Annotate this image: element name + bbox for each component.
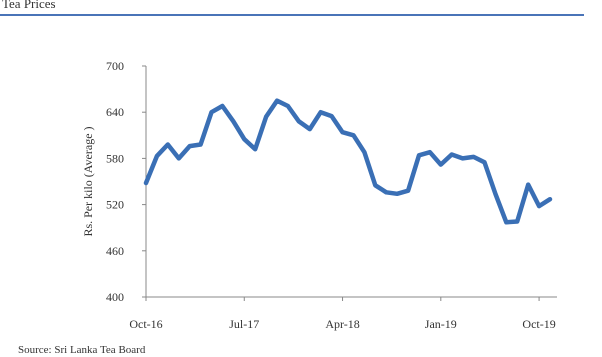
- x-tick-label: Oct-19: [522, 317, 555, 331]
- x-tick-label: Jul-17: [229, 317, 259, 331]
- y-tick-label: 640: [106, 105, 124, 119]
- y-axis-title: Rs. Per kilo (Average ): [81, 126, 95, 236]
- y-tick-label: 520: [106, 198, 124, 212]
- y-tick-label: 700: [106, 59, 124, 73]
- y-tick-label: 580: [106, 151, 124, 165]
- x-axis-ticks: Oct-16 Jul-17 Apr-18 Jan-19 Oct-19: [129, 297, 556, 331]
- x-tick-label: Apr-18: [325, 317, 359, 331]
- source-note: Source: Sri Lanka Tea Board: [18, 344, 146, 356]
- x-tick-label: Jan-19: [425, 317, 457, 331]
- x-tick-label: Oct-16: [129, 317, 162, 331]
- header-text: Tea Prices: [2, 0, 56, 11]
- chart-axes: [145, 66, 557, 298]
- y-tick-label: 460: [106, 244, 124, 258]
- header-rule: [0, 14, 584, 16]
- y-axis-ticks: 400 460 520 580 640 700: [106, 59, 146, 304]
- y-tick-label: 400: [106, 290, 124, 304]
- series-line: [143, 98, 553, 225]
